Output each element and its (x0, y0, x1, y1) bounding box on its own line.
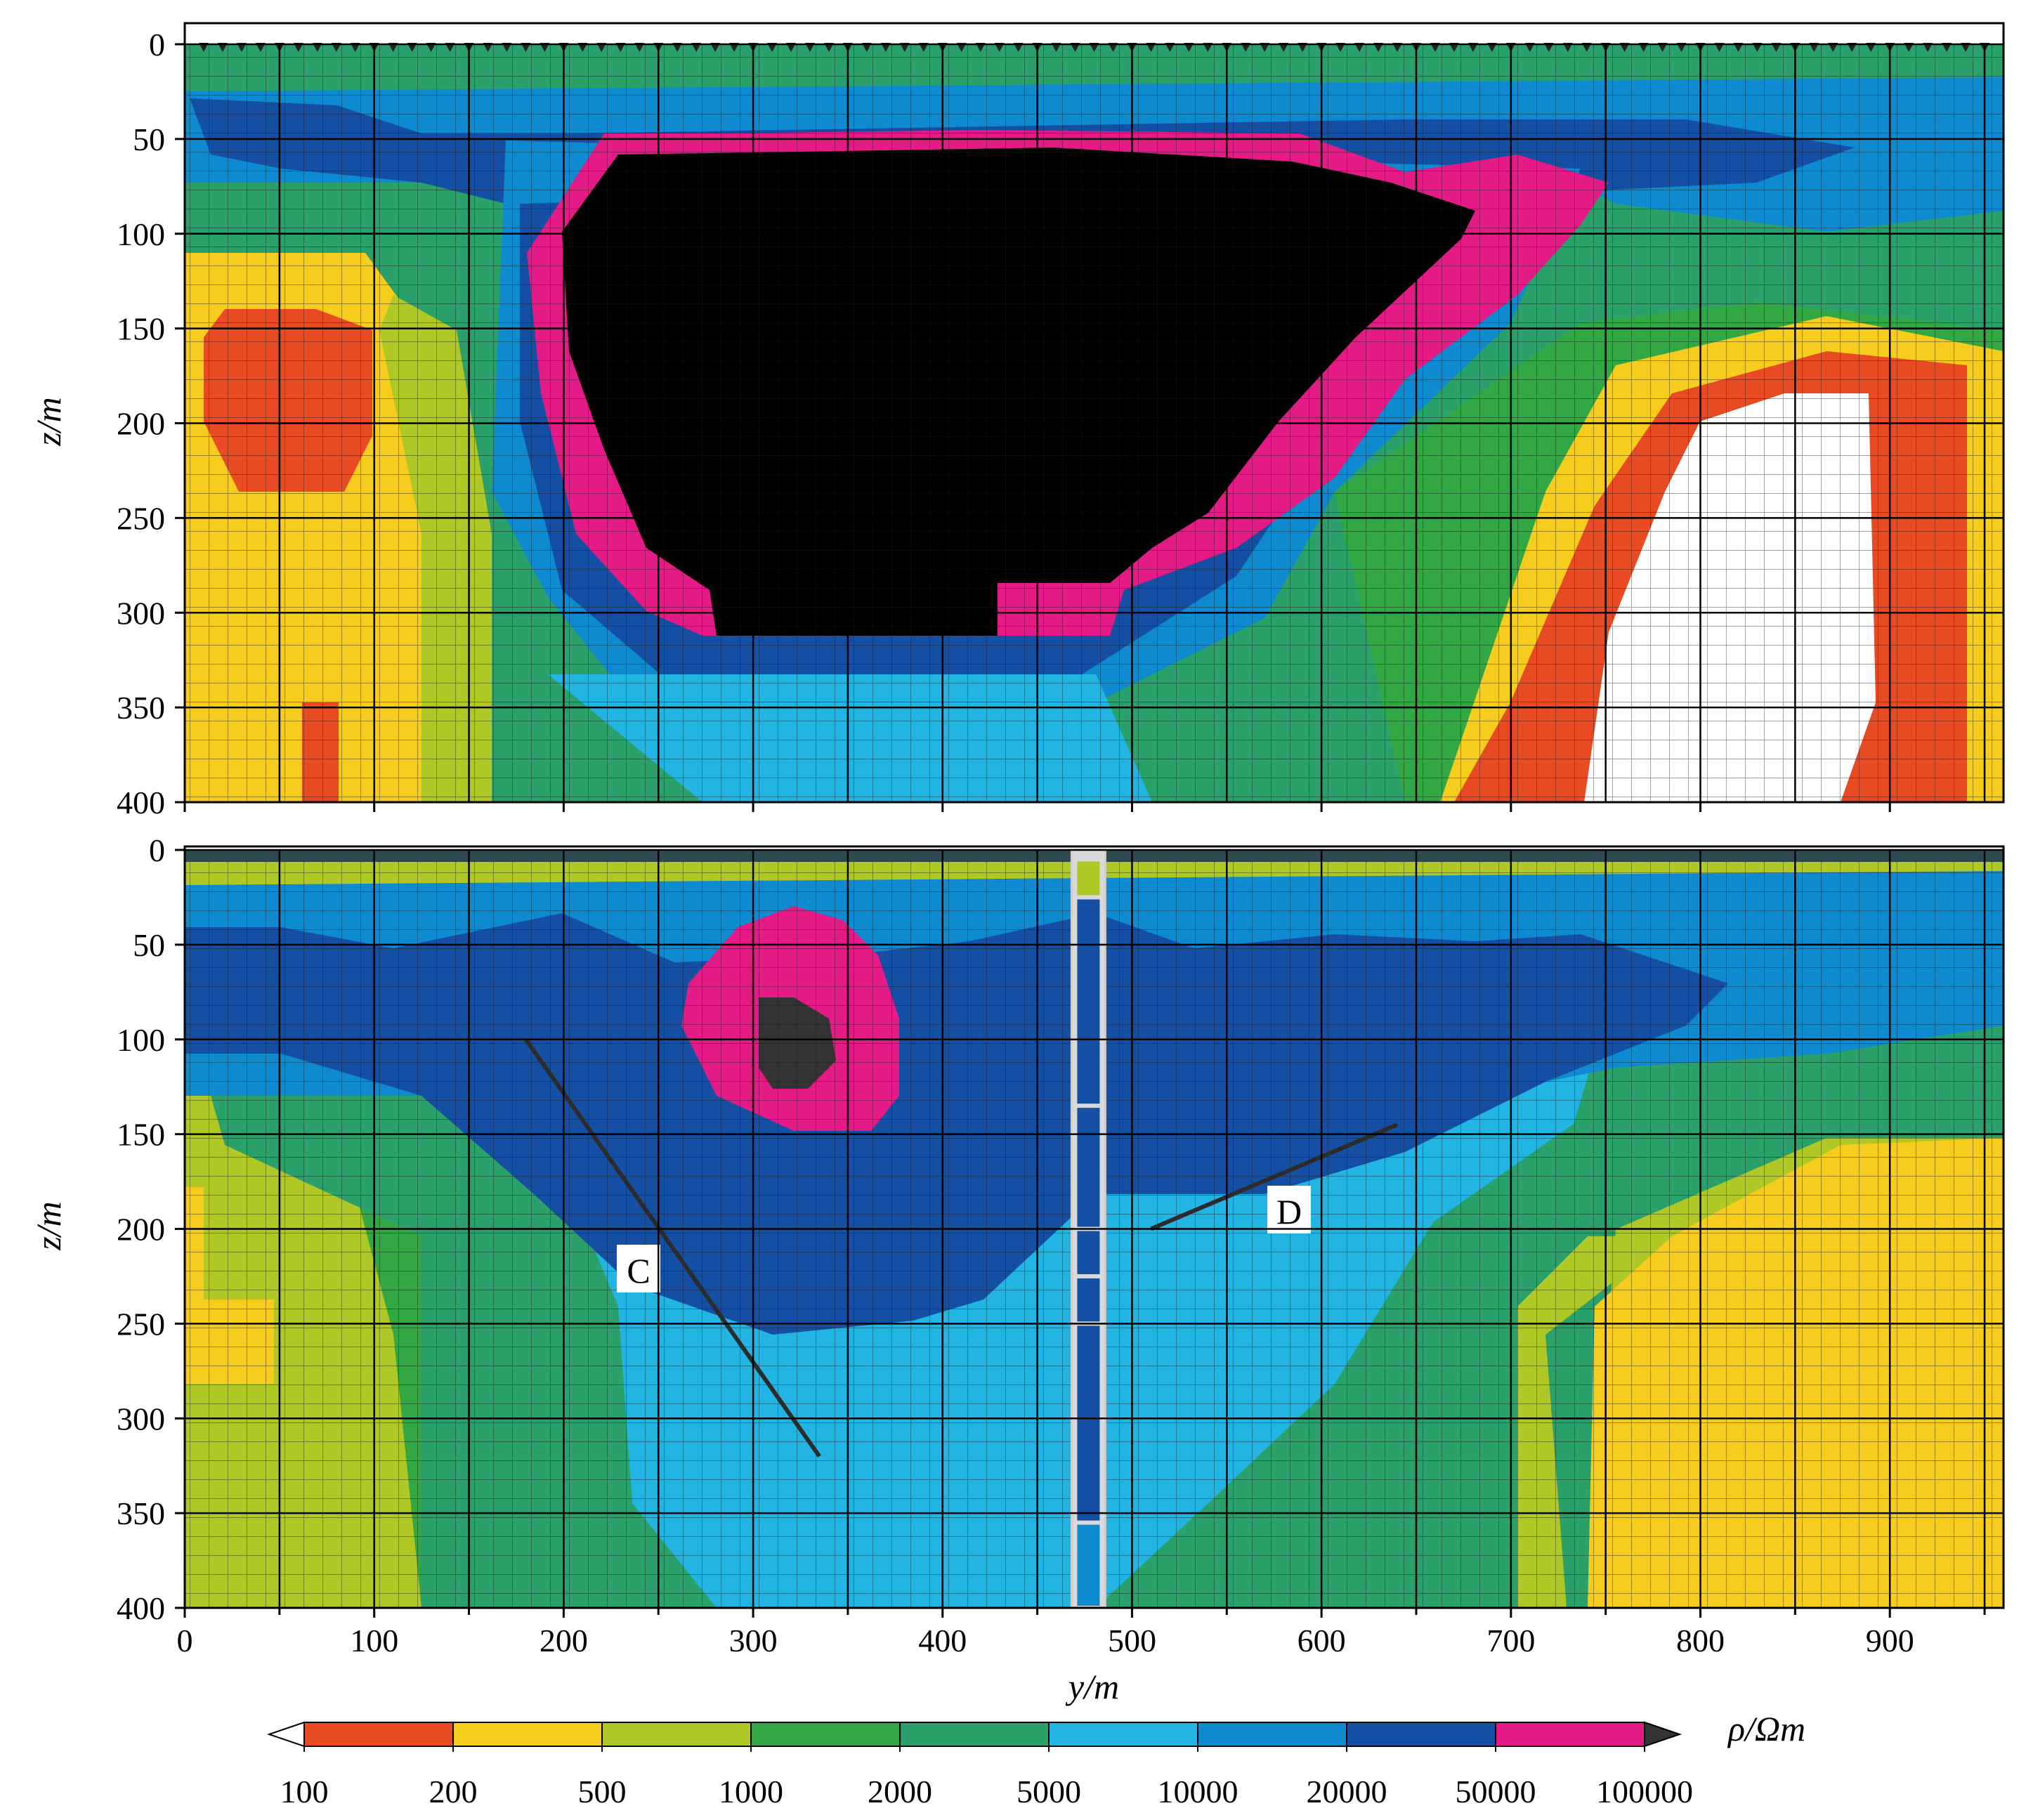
xtick-label: 300 (729, 1623, 778, 1658)
upper-ytick-label: 250 (117, 500, 165, 536)
xtick-label: 0 (177, 1623, 193, 1658)
borehole-segment (1077, 899, 1100, 1104)
upper-ytick-label: 50 (133, 122, 165, 157)
lower-ytick-label: 200 (117, 1212, 165, 1248)
line-c (523, 1038, 821, 1458)
colorbar: 100 200 500 1000 2000 5000 10000 20000 50000 1000… (266, 1721, 1693, 1809)
upper-ytick-label: 350 (117, 690, 165, 726)
xtick-label: 600 (1298, 1623, 1346, 1658)
colorbar-tick-label: 1000 (719, 1774, 783, 1809)
colorbar-swatch (1198, 1722, 1347, 1746)
lower-ytick-label: 300 (117, 1401, 165, 1436)
borehole-segment (1077, 1325, 1100, 1521)
lower-ylabel: z/m (29, 1201, 68, 1250)
x-axis: 0 100 200 300 400 500 600 700 800 900 (177, 44, 1986, 1658)
label-d-box: D (1267, 1186, 1311, 1233)
colorbar-label: ρ/Ωm (1727, 1709, 1805, 1748)
xtick-label: 200 (540, 1623, 588, 1658)
upper-ylabel: z/m (29, 397, 68, 446)
lower-ytick-label: 350 (117, 1495, 165, 1531)
xtick-label: 500 (1108, 1623, 1156, 1658)
upper-ytick-label: 100 (117, 216, 165, 252)
lower-ytick-label: 50 (133, 927, 165, 963)
colorbar-tick-label: 2000 (868, 1774, 932, 1809)
colorbar-tick-label: 10000 (1158, 1774, 1239, 1809)
xtick-label: 800 (1676, 1623, 1725, 1658)
colorbar-tick-label: 20000 (1307, 1774, 1387, 1809)
colorbar-swatch (1496, 1722, 1645, 1746)
colorbar-tick-label: 5000 (1017, 1774, 1081, 1809)
label-d: D (1276, 1192, 1302, 1231)
colorbar-swatch (453, 1722, 602, 1746)
lower-ytick-label: 0 (149, 832, 165, 868)
colorbar-swatch (304, 1722, 453, 1746)
colorbar-swatch (751, 1722, 900, 1746)
colorbar-swatch (1347, 1722, 1496, 1746)
colorbar-tick-label: 500 (578, 1774, 627, 1809)
upper-ytick-label: 400 (117, 785, 165, 820)
colorbar-tick-label: 100000 (1596, 1774, 1693, 1809)
colorbar-tick-label: 50000 (1456, 1774, 1536, 1809)
colorbar-tick-label: 100 (280, 1774, 329, 1809)
lower-ytick-label: 250 (117, 1306, 165, 1342)
label-c: C (627, 1251, 650, 1290)
upper-ytick-label: 0 (149, 27, 165, 63)
lower-panel: C D (183, 845, 2005, 1609)
borehole-segment (1077, 1108, 1100, 1227)
upper-ytick-label: 300 (117, 595, 165, 631)
xtick-label: 900 (1866, 1623, 1914, 1658)
upper-panel (183, 22, 2005, 804)
borehole-segment (1077, 861, 1100, 896)
colorbar-swatch (602, 1722, 751, 1746)
xtick-label: 700 (1486, 1623, 1535, 1658)
upper-ytick-label: 150 (117, 311, 165, 347)
borehole-segment (1077, 1231, 1100, 1274)
upper-ytick-label: 200 (117, 406, 165, 442)
lower-ytick-label: 100 (117, 1022, 165, 1058)
lower-ytick-label: 400 (117, 1590, 165, 1626)
xlabel: y/m (1065, 1667, 1119, 1706)
colorbar-tick-label: 200 (429, 1774, 478, 1809)
line-d (1150, 1122, 1399, 1231)
label-c-box: C (617, 1245, 660, 1292)
xtick-label: 400 (918, 1623, 967, 1658)
colorbar-over-arrow (1644, 1721, 1682, 1748)
colorbar-swatch (900, 1722, 1049, 1746)
borehole-segment (1077, 1524, 1100, 1606)
colorbar-swatch (1049, 1722, 1198, 1746)
xtick-label: 100 (350, 1623, 398, 1658)
borehole-segment (1077, 1278, 1100, 1322)
lower-ytick-label: 150 (117, 1117, 165, 1153)
colorbar-under-arrow (266, 1721, 305, 1748)
